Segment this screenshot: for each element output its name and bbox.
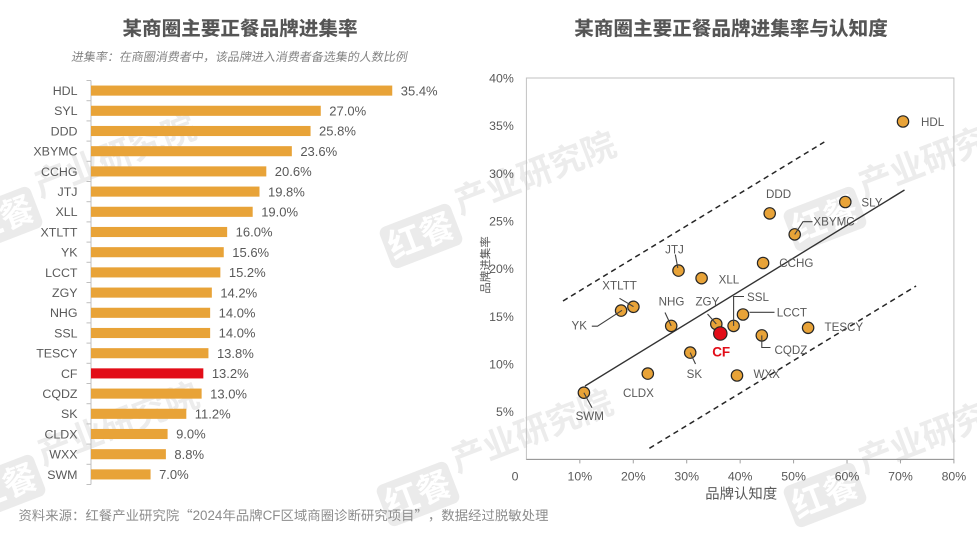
- svg-text:ZGY: ZGY: [52, 286, 77, 300]
- svg-text:SSL: SSL: [54, 326, 78, 340]
- svg-text:14.2%: 14.2%: [220, 285, 257, 300]
- svg-text:23.6%: 23.6%: [300, 144, 337, 159]
- svg-text:SK: SK: [687, 368, 703, 381]
- svg-text:CLDX: CLDX: [623, 387, 654, 400]
- svg-text:DDD: DDD: [766, 188, 791, 201]
- svg-text:15%: 15%: [489, 310, 514, 324]
- svg-text:0: 0: [512, 469, 519, 483]
- svg-text:XTLTT: XTLTT: [602, 280, 637, 293]
- svg-text:XTLTT: XTLTT: [41, 225, 78, 239]
- svg-text:HDL: HDL: [921, 116, 945, 129]
- svg-text:25%: 25%: [489, 214, 514, 228]
- svg-text:LCCT: LCCT: [45, 266, 78, 280]
- svg-text:13.8%: 13.8%: [217, 346, 254, 361]
- svg-text:10%: 10%: [489, 357, 514, 371]
- svg-text:8.8%: 8.8%: [174, 447, 204, 462]
- svg-text:9.0%: 9.0%: [176, 427, 206, 442]
- svg-text:DDD: DDD: [51, 124, 78, 138]
- svg-text:19.8%: 19.8%: [268, 184, 305, 199]
- svg-text:CF: CF: [712, 345, 730, 360]
- svg-text:YK: YK: [572, 320, 588, 333]
- svg-text:CCHG: CCHG: [41, 165, 77, 179]
- svg-text:20%: 20%: [489, 262, 514, 276]
- svg-text:SWM: SWM: [576, 410, 604, 423]
- svg-text:19.0%: 19.0%: [261, 205, 298, 220]
- svg-text:JTJ: JTJ: [58, 185, 78, 199]
- svg-text:20%: 20%: [621, 469, 646, 483]
- svg-text:27.0%: 27.0%: [329, 104, 366, 119]
- svg-text:13.0%: 13.0%: [210, 386, 247, 401]
- svg-text:CCHG: CCHG: [779, 257, 813, 270]
- svg-text:SK: SK: [61, 407, 78, 421]
- svg-text:16.0%: 16.0%: [236, 225, 273, 240]
- svg-text:15.2%: 15.2%: [229, 265, 266, 280]
- svg-text:WXX: WXX: [754, 368, 781, 381]
- svg-text:40%: 40%: [728, 469, 753, 483]
- svg-text:25.8%: 25.8%: [319, 124, 356, 139]
- svg-text:10%: 10%: [568, 469, 593, 483]
- svg-text:XBYMC: XBYMC: [813, 216, 854, 229]
- svg-text:70%: 70%: [888, 469, 913, 483]
- svg-text:CQDZ: CQDZ: [42, 387, 78, 401]
- svg-text:SWM: SWM: [47, 468, 77, 482]
- svg-text:14.0%: 14.0%: [219, 306, 256, 321]
- svg-text:TESCY: TESCY: [36, 347, 77, 361]
- svg-text:15.6%: 15.6%: [232, 245, 269, 260]
- svg-text:ZGY: ZGY: [695, 296, 719, 309]
- svg-text:LCCT: LCCT: [777, 307, 807, 320]
- svg-text:60%: 60%: [835, 469, 860, 483]
- svg-text:13.2%: 13.2%: [212, 366, 249, 381]
- svg-text:50%: 50%: [781, 469, 806, 483]
- svg-text:SSL: SSL: [747, 291, 769, 304]
- svg-text:35.4%: 35.4%: [401, 83, 438, 98]
- svg-text:11.2%: 11.2%: [195, 407, 231, 422]
- svg-text:CF: CF: [61, 367, 78, 381]
- svg-text:80%: 80%: [942, 469, 967, 483]
- svg-text:35%: 35%: [489, 119, 514, 133]
- svg-text:SYL: SYL: [54, 104, 78, 118]
- svg-text:14.0%: 14.0%: [219, 326, 256, 341]
- svg-text:7.0%: 7.0%: [159, 467, 189, 482]
- svg-text:NHG: NHG: [50, 306, 78, 320]
- svg-text:40%: 40%: [489, 71, 514, 85]
- svg-text:XBYMC: XBYMC: [33, 145, 77, 159]
- svg-text:JTJ: JTJ: [665, 243, 684, 256]
- svg-text:2024: 2024: [193, 508, 223, 523]
- svg-text:TESCY: TESCY: [825, 321, 864, 334]
- svg-text:NHG: NHG: [659, 296, 685, 309]
- svg-text:CQDZ: CQDZ: [775, 344, 808, 357]
- svg-text:30%: 30%: [674, 469, 699, 483]
- svg-text:YK: YK: [61, 246, 78, 260]
- svg-text:CLDX: CLDX: [44, 427, 77, 441]
- svg-text:30%: 30%: [489, 167, 514, 181]
- svg-text:HDL: HDL: [53, 84, 78, 98]
- svg-text:5%: 5%: [496, 405, 514, 419]
- svg-text:XLL: XLL: [719, 274, 740, 287]
- svg-text:SLY: SLY: [861, 197, 882, 210]
- svg-text:20.6%: 20.6%: [275, 164, 312, 179]
- svg-text:XLL: XLL: [55, 205, 77, 219]
- svg-text:WXX: WXX: [49, 448, 77, 462]
- svg-text:CF: CF: [263, 508, 281, 523]
